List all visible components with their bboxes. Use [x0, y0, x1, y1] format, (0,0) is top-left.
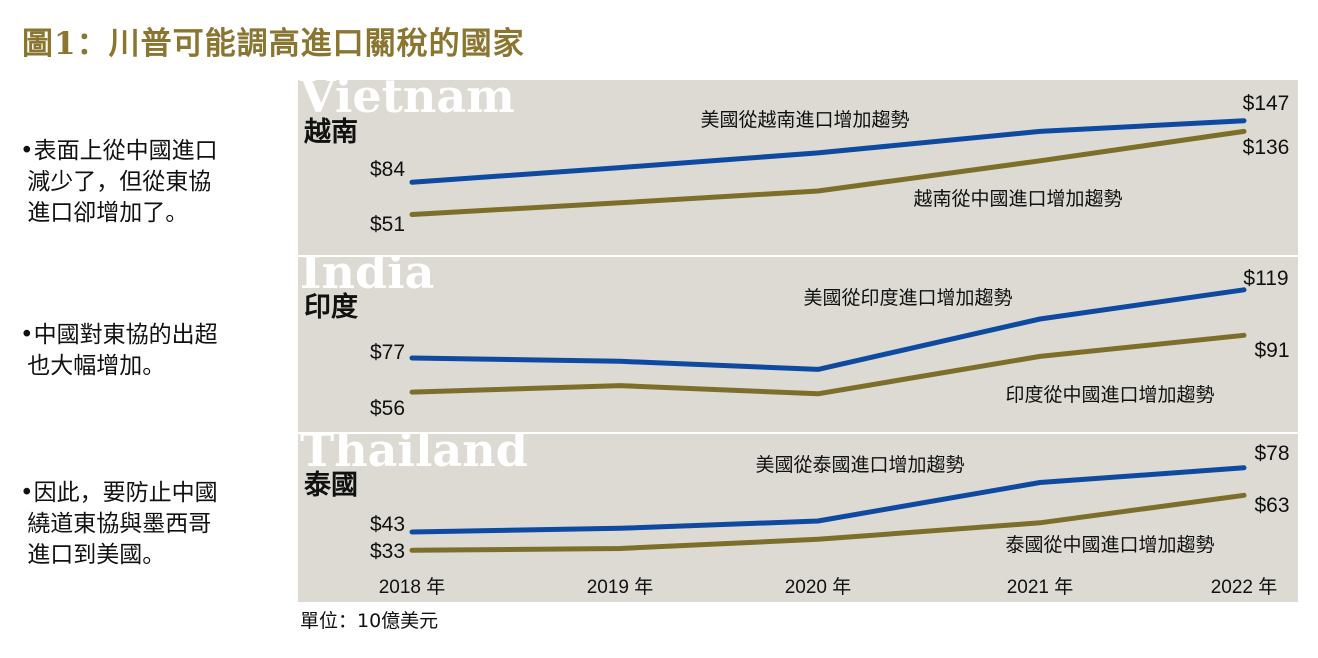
- panel-country-name: 泰國: [304, 470, 358, 501]
- x-tick-label: 2018 年: [379, 576, 446, 598]
- bullet-note-1: •表面上從中國進口 減少了，但從東協 進口卻增加了。: [20, 138, 218, 226]
- bullet-note-3: •因此，要防止中國 繞道東協與墨西哥 進口到美國。: [20, 480, 218, 568]
- start-value-label: $56: [370, 397, 405, 420]
- start-value-label: $33: [370, 540, 405, 563]
- series-name-label: 越南從中國進口增加趨勢: [913, 188, 1122, 210]
- end-value-label: $78: [1254, 442, 1289, 465]
- series-name-label: 美國從越南進口增加趨勢: [700, 109, 909, 131]
- end-value-label: $91: [1254, 339, 1289, 362]
- panel-watermark: India: [300, 245, 434, 299]
- bullet-note-2: •中國對東協的出超 也大幅增加。: [20, 322, 218, 379]
- series-name-label: 美國從印度進口增加趨勢: [803, 287, 1012, 309]
- x-tick-label: 2021 年: [1007, 576, 1074, 598]
- series-name-label: 美國從泰國進口增加趨勢: [755, 454, 964, 476]
- start-value-label: $43: [370, 513, 405, 536]
- series-name-label: 印度從中國進口增加趨勢: [1005, 384, 1214, 406]
- panel-country-name: 越南: [304, 117, 358, 148]
- unit-note: 單位：10億美元: [300, 610, 439, 632]
- x-tick-label: 2022 年: [1211, 576, 1278, 598]
- end-value-label: $147: [1243, 92, 1290, 115]
- panel-country-name: 印度: [304, 291, 358, 323]
- chart-background: [298, 80, 1298, 602]
- panel-watermark: Thailand: [300, 423, 528, 477]
- x-tick-label: 2019 年: [587, 576, 654, 598]
- panel-separator: [298, 432, 1298, 434]
- end-value-label: $119: [1243, 267, 1288, 290]
- end-value-label: $63: [1254, 494, 1289, 517]
- chart-title: 圖1：川普可能調高進口關稅的國家: [22, 26, 525, 62]
- series-name-label: 泰國從中國進口增加趨勢: [1005, 534, 1214, 556]
- panel-separator: [298, 255, 1298, 257]
- panel-watermark: Vietnam: [299, 69, 515, 123]
- start-value-label: $84: [370, 158, 405, 181]
- end-value-label: $136: [1243, 136, 1290, 159]
- start-value-label: $51: [370, 213, 405, 236]
- x-tick-label: 2020 年: [785, 576, 852, 598]
- start-value-label: $77: [370, 341, 405, 364]
